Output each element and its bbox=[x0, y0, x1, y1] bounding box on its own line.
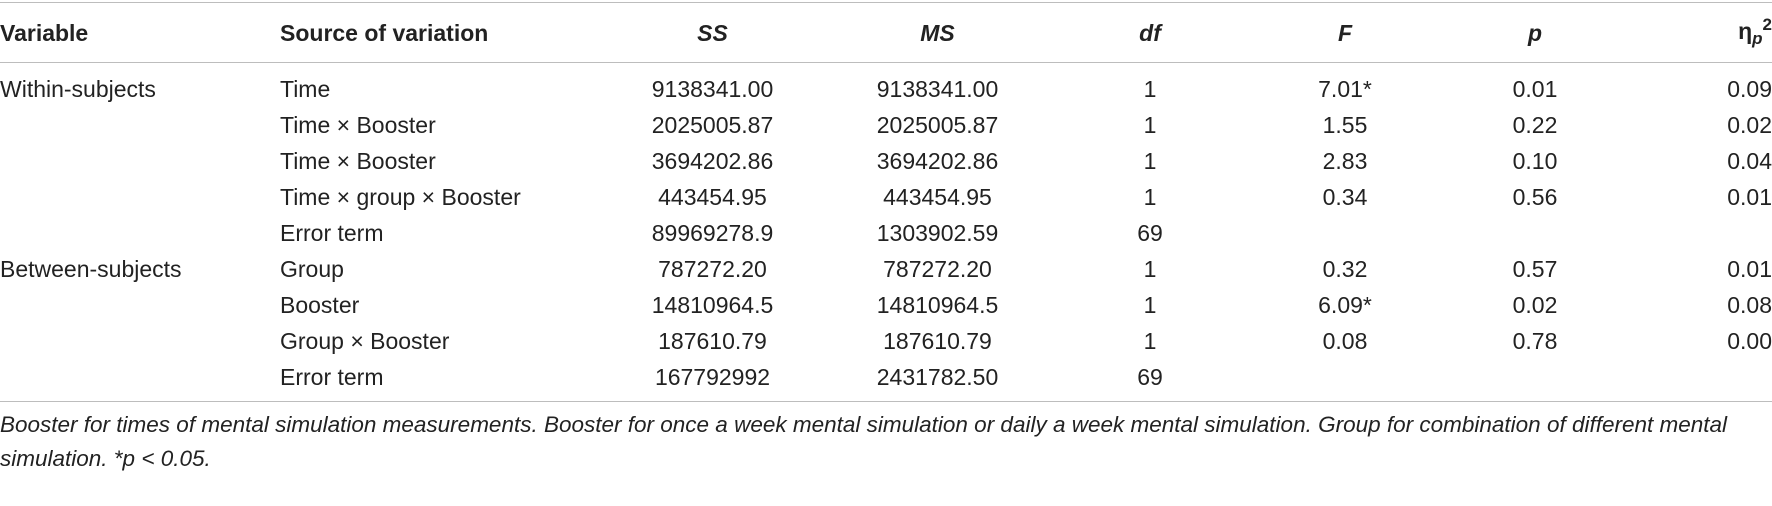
cell-ss: 2025005.87 bbox=[651, 112, 774, 138]
cell-df: 1 bbox=[1143, 292, 1157, 318]
cell-eta: 0.00 bbox=[1727, 328, 1772, 354]
cell-ss: 187610.79 bbox=[658, 328, 767, 354]
cell-variable bbox=[0, 323, 280, 359]
table-row: Error term 89969278.9 1303902.59 69 bbox=[0, 215, 1772, 251]
header-ss: SS bbox=[600, 2, 825, 63]
cell-f bbox=[1250, 215, 1440, 251]
table-row: Group × Booster 187610.79 187610.79 1 0.08 0.… bbox=[0, 323, 1772, 359]
cell-variable bbox=[0, 287, 280, 323]
cell-p: 0.56 bbox=[1512, 184, 1558, 210]
cell-p: 0.02 bbox=[1512, 292, 1558, 318]
cell-ms: 9138341.00 bbox=[876, 76, 999, 102]
cell-source: Error term bbox=[280, 359, 600, 402]
header-f: F bbox=[1250, 2, 1440, 63]
cell-df: 69 bbox=[1137, 220, 1163, 246]
cell-ms: 14810964.5 bbox=[876, 292, 999, 318]
header-variable: Variable bbox=[0, 2, 280, 63]
cell-eta: 0.01 bbox=[1727, 184, 1772, 210]
cell-variable bbox=[0, 179, 280, 215]
cell-ms: 443454.95 bbox=[883, 184, 992, 210]
cell-f: 0.34 bbox=[1322, 184, 1368, 210]
cell-variable bbox=[0, 215, 280, 251]
table-body: Within-subjects Time 9138341.00 9138341.00 1… bbox=[0, 63, 1772, 402]
cell-p: 0.78 bbox=[1512, 328, 1558, 354]
cell-df: 1 bbox=[1143, 148, 1157, 174]
cell-eta: 0.09 bbox=[1727, 76, 1772, 102]
cell-variable bbox=[0, 107, 280, 143]
table-header-row: Variable Source of variation SS MS df F … bbox=[0, 2, 1772, 63]
cell-df: 1 bbox=[1143, 328, 1157, 354]
cell-source: Booster bbox=[280, 292, 360, 318]
header-df: df bbox=[1050, 2, 1250, 63]
table-row: Within-subjects Time 9138341.00 9138341.00 1… bbox=[0, 63, 1772, 108]
cell-variable bbox=[0, 143, 280, 179]
eta-subscript: p bbox=[1752, 29, 1763, 48]
cell-df: 1 bbox=[1143, 76, 1157, 102]
table-row: Booster 14810964.5 14810964.5 1 6.09* 0.02 0.0… bbox=[0, 287, 1772, 323]
header-ms: MS bbox=[825, 2, 1050, 63]
cell-eta: 0.01 bbox=[1727, 256, 1772, 282]
cell-variable bbox=[0, 359, 280, 402]
cell-ms: 3694202.86 bbox=[876, 148, 999, 174]
cell-ss: 787272.20 bbox=[658, 256, 767, 282]
cell-source: Time bbox=[280, 76, 331, 102]
cell-eta: 0.04 bbox=[1727, 148, 1772, 174]
header-p: p bbox=[1440, 2, 1630, 63]
cell-df: 1 bbox=[1143, 112, 1157, 138]
anova-table-container: Variable Source of variation SS MS df F … bbox=[0, 2, 1772, 471]
cell-p: 0.01 bbox=[1512, 76, 1558, 102]
cell-ss: 14810964.5 bbox=[651, 292, 774, 318]
table-row: Error term 167792992 2431782.50 69 bbox=[0, 359, 1772, 402]
cell-source: Time × Booster bbox=[280, 112, 436, 138]
cell-ss: 443454.95 bbox=[658, 184, 767, 210]
cell-eta bbox=[1630, 215, 1772, 251]
cell-f: 6.09* bbox=[1318, 292, 1372, 318]
cell-ss: 89969278.9 bbox=[651, 220, 774, 246]
cell-df: 1 bbox=[1143, 184, 1157, 210]
cell-df: 69 bbox=[1050, 359, 1250, 402]
cell-source: Time × group × Booster bbox=[280, 184, 521, 210]
cell-source: Group bbox=[280, 256, 344, 282]
cell-f: 0.32 bbox=[1322, 256, 1368, 282]
table-footnote: Booster for times of mental simulation m… bbox=[0, 412, 1728, 471]
table-row: Time × Booster 2025005.87 2025005.87 1 1.55 0… bbox=[0, 107, 1772, 143]
table-row: Time × Booster 3694202.86 3694202.86 1 2.83 0… bbox=[0, 143, 1772, 179]
table-row: Time × group × Booster 443454.95 443454.95… bbox=[0, 179, 1772, 215]
table-row: Between-subjects Group 787272.20 787272.20 1… bbox=[0, 251, 1772, 287]
cell-df: 1 bbox=[1143, 256, 1157, 282]
cell-eta bbox=[1630, 359, 1772, 402]
cell-f: 0.08 bbox=[1322, 328, 1368, 354]
cell-f: 7.01* bbox=[1318, 76, 1372, 102]
cell-p: 0.10 bbox=[1512, 148, 1558, 174]
cell-f: 1.55 bbox=[1322, 112, 1368, 138]
cell-ms: 2025005.87 bbox=[876, 112, 999, 138]
cell-eta: 0.08 bbox=[1727, 292, 1772, 318]
cell-source: Group × Booster bbox=[280, 328, 450, 354]
anova-table: Variable Source of variation SS MS df F … bbox=[0, 2, 1772, 402]
cell-variable: Between-subjects bbox=[0, 256, 182, 282]
cell-ss: 9138341.00 bbox=[651, 76, 774, 102]
eta-superscript: 2 bbox=[1762, 15, 1772, 34]
cell-f bbox=[1250, 359, 1440, 402]
cell-source: Time × Booster bbox=[280, 148, 436, 174]
cell-p bbox=[1440, 359, 1630, 402]
cell-ss: 167792992 bbox=[600, 359, 825, 402]
cell-variable: Within-subjects bbox=[0, 76, 156, 102]
eta-symbol: η bbox=[1738, 18, 1753, 44]
cell-ss: 3694202.86 bbox=[651, 148, 774, 174]
cell-p: 0.57 bbox=[1512, 256, 1558, 282]
cell-ms: 2431782.50 bbox=[825, 359, 1050, 402]
header-eta: ηp2 bbox=[1630, 2, 1772, 63]
cell-eta: 0.02 bbox=[1727, 112, 1772, 138]
cell-p: 0.22 bbox=[1512, 112, 1558, 138]
cell-ms: 787272.20 bbox=[883, 256, 992, 282]
cell-p bbox=[1440, 215, 1630, 251]
cell-f: 2.83 bbox=[1322, 148, 1368, 174]
cell-ms: 187610.79 bbox=[883, 328, 992, 354]
header-source: Source of variation bbox=[280, 2, 600, 63]
cell-source: Error term bbox=[280, 220, 384, 246]
cell-ms: 1303902.59 bbox=[876, 220, 999, 246]
